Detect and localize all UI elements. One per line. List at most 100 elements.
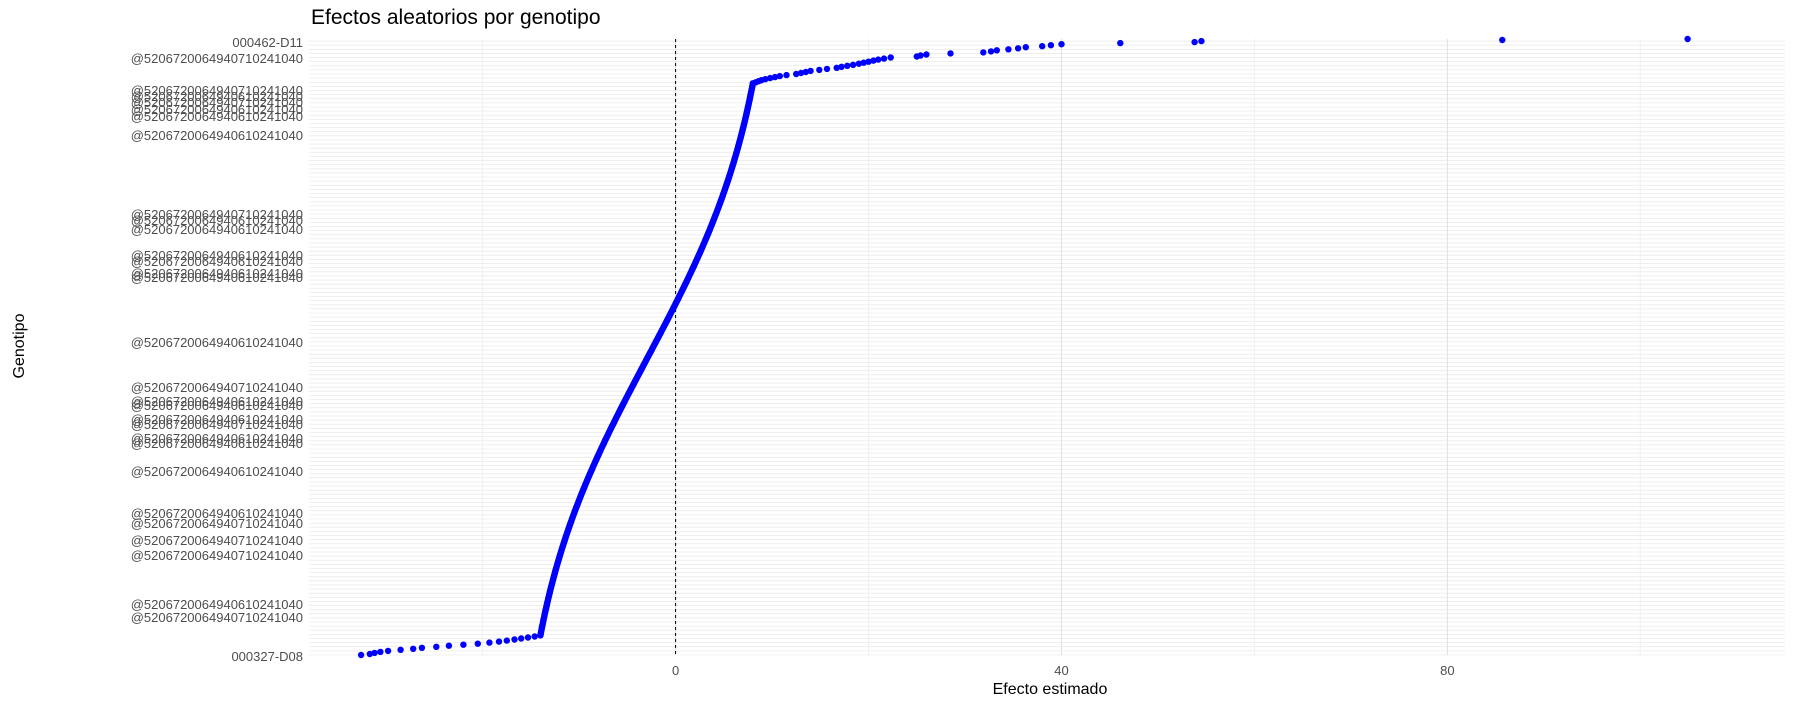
data-point [1499,36,1506,44]
data-points [357,35,1691,659]
data-point [1014,45,1022,52]
y-tick-labels: 000462-D11 000327-D08 @5206720064940710241… [131,35,303,664]
data-point [495,638,503,645]
data-point [397,646,404,653]
y-tick-label: @5206720064940610241040 [131,248,303,263]
data-point [410,645,417,652]
data-point [1058,41,1065,48]
data-point [865,58,872,65]
y-tick-label: @5206720064940610241040 [131,398,303,413]
x-tick-labels: 0 40 80 [672,663,1455,678]
data-point [797,69,805,77]
data-point [1117,39,1124,47]
y-tick-label: @5206720064940710241040 [131,207,303,222]
data-point [783,71,790,79]
data-point [503,637,510,644]
y-tick-label: @5206720064940610241040 [131,394,303,409]
data-point [460,641,467,648]
y-tick-label: @5206720064940610241040 [131,109,303,124]
data-point [816,66,823,74]
y-tick-label: @5206720064940710241040 [131,51,303,66]
y-tick-label: @5206720064940710241040 [131,516,303,531]
data-point [377,648,384,656]
data-point [524,634,532,641]
data-point [433,643,440,650]
data-point [1198,37,1205,45]
data-point [531,633,538,640]
x-tick-label: 0 [672,663,679,678]
y-tick-label: @5206720064940710241040 [131,610,303,625]
y-tick-label: @5206720064940710241040 [131,417,303,432]
data-point [947,50,954,57]
data-point [793,70,800,78]
y-tick-label: @5206720064940610241040 [131,436,303,451]
data-point [1191,38,1198,46]
y-tick-label: @5206720064940610241040 [131,102,303,117]
y-tick-label: @5206720064940610241040 [131,222,303,237]
data-point [766,74,774,82]
y-tick-label: @5206720064940610241040 [131,597,303,612]
data-point [849,61,857,68]
y-tick-label: @5206720064940610241040 [131,128,303,143]
data-point [384,647,392,655]
x-tick-label: 80 [1440,663,1454,678]
data-point [371,649,378,657]
y-tick-label: @5206720064940610241040 [131,266,303,281]
data-point [518,635,525,642]
data-point [993,47,1000,54]
data-point [838,63,845,70]
data-point [844,62,851,69]
data-point [887,54,894,61]
data-point [880,55,888,62]
data-point [987,48,995,55]
data-point [1047,42,1055,49]
data-point [762,76,769,83]
data-point [833,64,840,72]
data-point [823,65,831,73]
data-point [1022,44,1029,51]
y-tick-label: @5206720064940710241040 [131,380,303,395]
data-point [1684,35,1691,43]
data-point [418,644,426,651]
y-tick-label: @5206720064940610241040 [131,506,303,521]
data-point [474,640,481,647]
data-point [445,642,453,649]
y-tick-label: @5206720064940710241040 [131,533,303,548]
data-point [1039,43,1046,50]
data-point [511,636,518,643]
data-point [802,68,809,76]
y-tick-label: @5206720064940610241040 [131,431,303,446]
data-point [860,59,867,66]
y-tick-label-bottom: 000327-D08 [231,649,303,664]
data-point [855,60,863,67]
data-point [366,650,373,658]
y-tick-label: @5206720064940610241040 [131,89,303,104]
data-point [875,56,882,63]
y-tick-label: @5206720064940610241040 [131,270,303,285]
grid-lines-horizontal [309,40,1785,656]
data-point [357,651,365,659]
y-axis-title: Genotipo [11,313,28,378]
y-tick-label: @5206720064940610241040 [131,464,303,479]
y-tick-label: @5206720064940610241040 [131,254,303,269]
y-tick-label: @5206720064940710241040 [131,95,303,110]
data-point [807,67,814,75]
data-point [870,57,877,64]
data-point [923,51,930,58]
y-tick-label: @5206720064940710241040 [131,83,303,98]
y-tick-label: @5206720064940610241040 [131,412,303,427]
x-tick-label: 40 [1054,663,1068,678]
data-point [771,73,779,81]
data-point [776,72,783,80]
data-point [980,49,987,56]
data-point [917,52,924,59]
chart-title: Efectos aleatorios por genotipo [311,6,601,29]
y-tick-label: @5206720064940710241040 [131,548,303,563]
y-tick-label: @5206720064940610241040 [131,213,303,228]
y-tick-label: @5206720064940610241040 [131,335,303,350]
x-axis-title: Efecto estimado [993,681,1108,698]
data-point [1005,46,1012,53]
data-point [486,639,493,646]
y-tick-label-top: 000462-D11 [232,35,303,50]
